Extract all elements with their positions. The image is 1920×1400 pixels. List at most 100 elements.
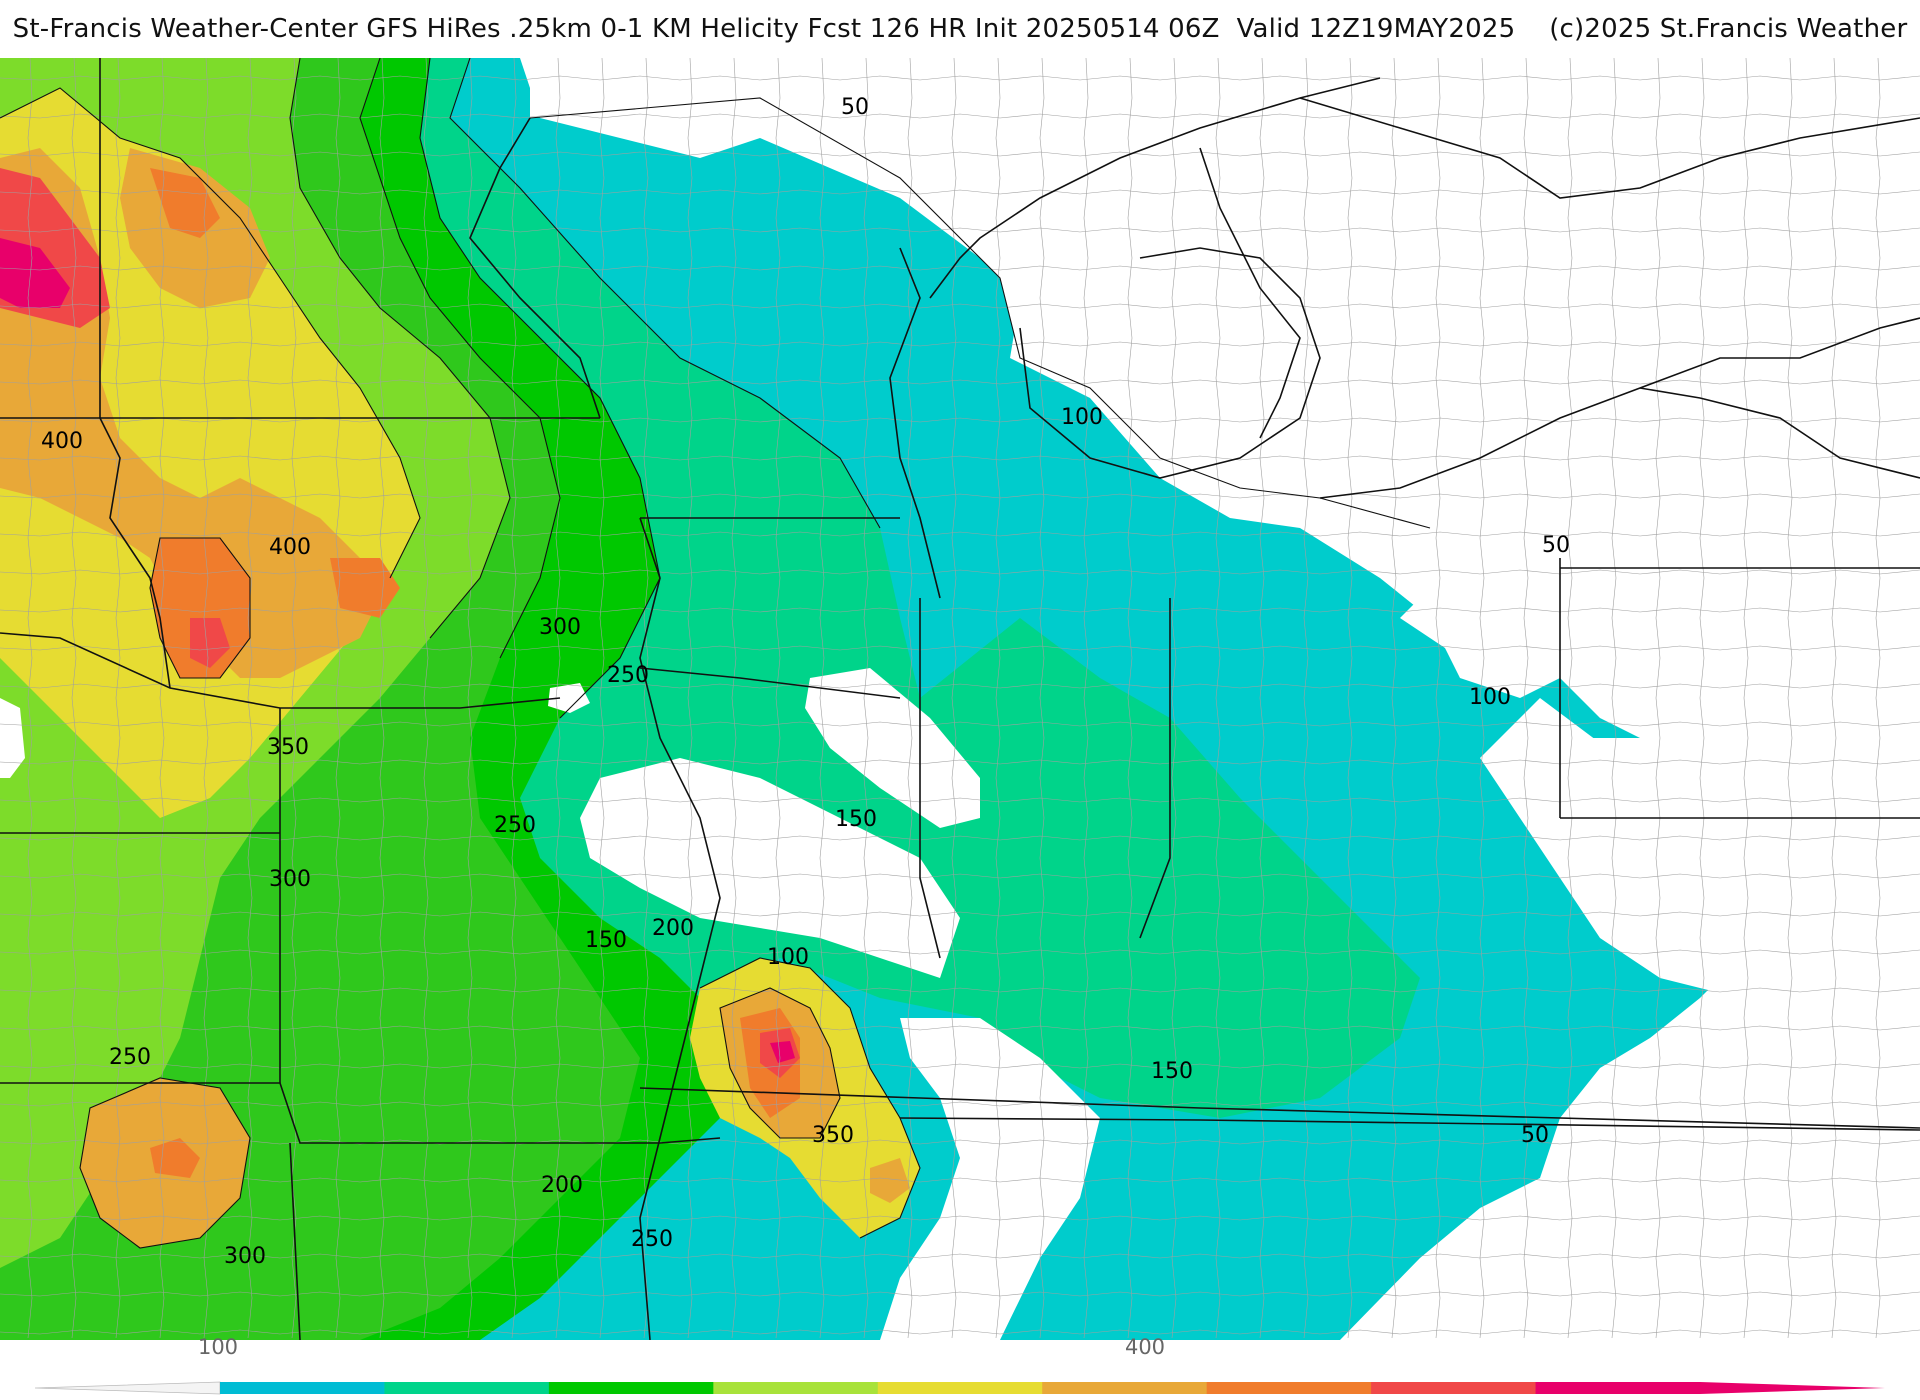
contour-label: 100: [767, 945, 809, 970]
county-line-h: [0, 607, 1920, 613]
county-line-h: [0, 379, 1920, 385]
shaded-field: [0, 58, 1920, 1340]
county-line-h: [0, 1177, 1920, 1183]
county-line-h: [0, 645, 1920, 651]
contour-150: [419, 58, 661, 719]
border-ia-mo: [639, 667, 901, 699]
county-line-v: [1171, 58, 1177, 1339]
county-line-h: [0, 683, 1920, 689]
contour-label: 150: [1151, 1059, 1193, 1084]
county-line-v: [423, 58, 429, 1339]
county-line-h: [0, 911, 1920, 917]
colorbar-bin: [1206, 1382, 1372, 1394]
border-wi: [469, 117, 601, 419]
colorbar-bin: [220, 1382, 385, 1394]
county-line-v: [951, 58, 957, 1339]
county-line-v: [643, 58, 649, 1339]
county-line-h: [0, 949, 1920, 955]
county-line-v: [775, 58, 781, 1339]
colorbar-max-arrow: [1700, 1382, 1885, 1394]
county-line-h: [0, 531, 1920, 537]
county-line-v: [1831, 58, 1837, 1339]
county-line-v: [1215, 58, 1221, 1339]
hole-se: [1560, 738, 1680, 818]
county-line-v: [1743, 58, 1749, 1339]
county-line-v: [1127, 58, 1133, 1339]
county-line-h: [0, 455, 1920, 461]
border-mi-lower: [1019, 247, 1321, 479]
county-line-v: [863, 58, 869, 1339]
county-line-h: [0, 569, 1920, 575]
contour-label: 250: [109, 1045, 151, 1070]
county-line-v: [1347, 58, 1353, 1339]
county-line-v: [1479, 58, 1485, 1339]
hole-center: [580, 758, 960, 978]
contour-label: 300: [539, 615, 581, 640]
hole-mid: [805, 668, 980, 828]
border-sd-ne: [0, 632, 561, 709]
county-line-h: [0, 1101, 1920, 1107]
contour-lines: [0, 58, 1431, 1249]
band-500-b: [190, 618, 230, 668]
border-ky-tn: [899, 1117, 1920, 1131]
county-line-v: [1259, 58, 1265, 1339]
border-mi-upper: [929, 77, 1381, 299]
colorbar: 100 400: [34, 1335, 1885, 1395]
county-line-v: [27, 58, 33, 1339]
contour-label: 200: [652, 916, 694, 941]
county-line-v: [335, 58, 341, 1339]
contour-label: 100: [1469, 685, 1511, 710]
county-line-v: [467, 58, 473, 1339]
county-line-h: [0, 265, 1920, 271]
contour-100: [449, 58, 881, 529]
colorbar-bin: [713, 1382, 879, 1394]
county-line-v: [1303, 58, 1309, 1339]
county-line-v: [1699, 58, 1705, 1339]
hole-west: [0, 698, 25, 778]
contour-storm-inner: [719, 987, 841, 1139]
hole-south: [880, 1018, 1100, 1340]
county-line-v: [687, 58, 693, 1339]
colorbar-ticks: 100 400: [198, 1335, 1165, 1359]
contour-label: 300: [224, 1244, 266, 1269]
contour-labels: 50 100 50 100 400 400 300 250 350 250 150 300 200 150…: [41, 95, 1570, 1269]
map-title: St-Francis Weather-Center GFS HiRes .25k…: [12, 14, 1908, 44]
state-borders: [0, 58, 1920, 1340]
colorbar-bin: [548, 1382, 714, 1394]
county-line-h: [0, 75, 1920, 81]
county-line-h: [0, 113, 1920, 119]
contour-label: 150: [585, 928, 627, 953]
county-line-v: [1083, 58, 1089, 1339]
county-line-h: [0, 303, 1920, 309]
helicity-map: 50 100 50 100 400 400 300 250 350 250 150 300 200 150…: [0, 58, 1920, 1340]
county-line-v: [599, 58, 605, 1339]
border-in-oh: [1139, 598, 1171, 939]
border-mo-ar: [639, 1087, 1920, 1129]
county-line-v: [819, 58, 825, 1339]
county-line-h: [0, 759, 1920, 765]
county-line-v: [71, 58, 77, 1339]
contour-200: [359, 58, 561, 659]
border-il-in: [919, 598, 941, 959]
hole-north: [530, 58, 1920, 658]
colorbar-bin: [877, 1382, 1043, 1394]
county-line-v: [1391, 58, 1397, 1339]
contour-label: 350: [812, 1123, 854, 1148]
contour-300: [0, 87, 421, 579]
county-line-h: [0, 873, 1920, 879]
contour-label: 200: [541, 1173, 583, 1198]
county-line-h: [0, 151, 1920, 157]
border-lake-mi: [889, 247, 941, 599]
county-line-h: [0, 721, 1920, 727]
county-line-v: [907, 58, 913, 1339]
contour-label: 50: [841, 95, 869, 120]
county-line-h: [0, 189, 1920, 195]
contour-south-400: [79, 1077, 251, 1249]
county-line-v: [379, 58, 385, 1339]
border-lake-huron: [1199, 147, 1301, 439]
county-line-v: [1875, 58, 1881, 1339]
contour-west-400: [149, 537, 251, 679]
colorbar-tick-label: 400: [1125, 1335, 1165, 1359]
county-line-h: [0, 227, 1920, 233]
county-line-v: [995, 58, 1001, 1339]
